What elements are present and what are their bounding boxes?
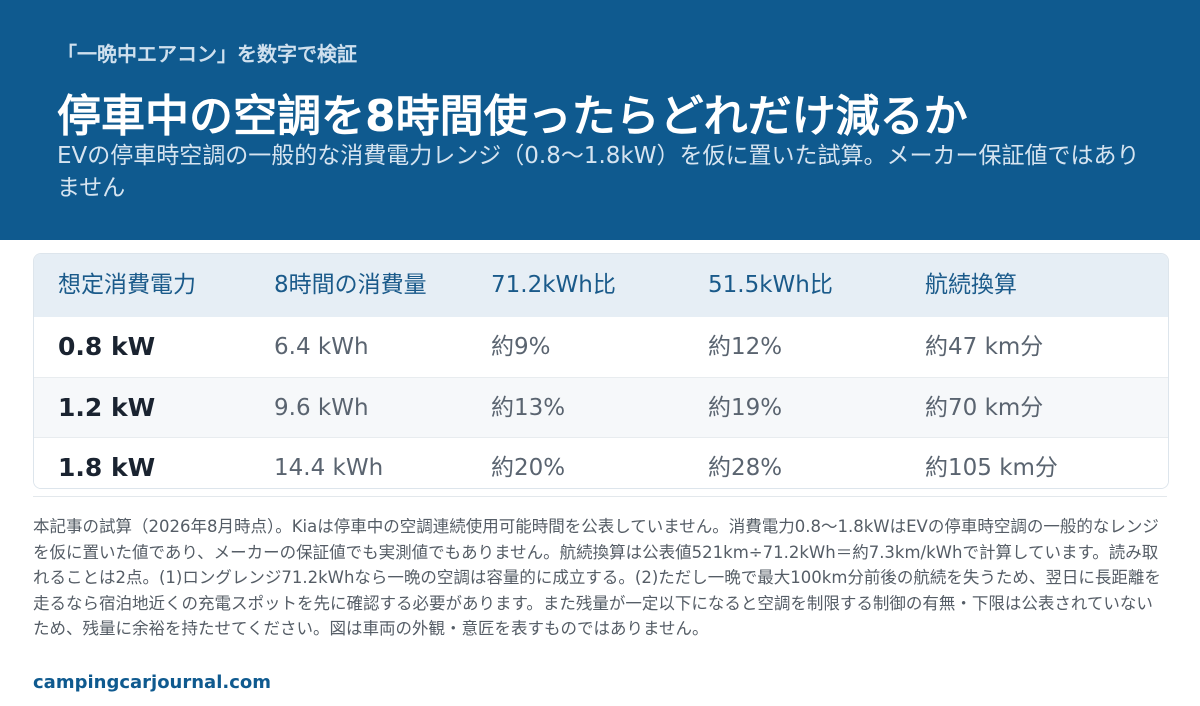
subtitle: EVの停車時空調の一般的な消費電力レンジ（0.8〜1.8kW）を仮に置いた試算。… <box>57 143 1140 201</box>
table-row: 1.8 kW 14.4 kWh 約20% 約28% 約105 km分 <box>34 437 1168 488</box>
header-row: 想定消費電力 8時間の消費量 71.2kWh比 51.5kWh比 航続換算 <box>34 254 1168 317</box>
separator <box>33 496 1167 497</box>
cell: 約12% <box>708 334 783 360</box>
cell: 約70 km分 <box>925 395 1044 421</box>
column-header: 71.2kWh比 <box>491 272 616 298</box>
title: 停車中の空調を8時間使ったらどれだけ減るか <box>57 91 968 142</box>
cell: 約9% <box>491 334 551 360</box>
source: campingcarjournal.com <box>33 672 272 693</box>
header: 「一晩中エアコン」を数字で検証 停車中の空調を8時間使ったらどれだけ減るか EV… <box>0 0 1200 240</box>
column-header: 想定消費電力 <box>58 272 196 298</box>
cell: 約47 km分 <box>925 334 1044 360</box>
row-label: 1.2 kW <box>58 393 156 422</box>
cell: 約19% <box>708 395 783 421</box>
column-header: 航続換算 <box>925 272 1017 298</box>
cell: 約28% <box>708 455 783 481</box>
table: 想定消費電力 8時間の消費量 71.2kWh比 51.5kWh比 航続換算 0.8 kW 6… <box>33 253 1169 489</box>
cell: 約105 km分 <box>925 455 1058 481</box>
row-label: 1.8 kW <box>58 453 156 482</box>
table-row: 0.8 kW 6.4 kWh 約9% 約12% 約47 km分 <box>34 317 1168 377</box>
row-label: 0.8 kW <box>58 332 156 361</box>
cell: 約13% <box>491 395 566 421</box>
kicker: 「一晩中エアコン」を数字で検証 <box>57 42 357 66</box>
cell: 6.4 kWh <box>274 334 369 360</box>
table-row: 1.2 kW 9.6 kWh 約13% 約19% 約70 km分 <box>34 377 1168 438</box>
cell: 9.6 kWh <box>274 395 369 421</box>
column-header: 8時間の消費量 <box>274 272 427 298</box>
footnote: 本記事の試算（2026年8月時点）。Kiaは停車中の空調連続使用可能時間を公表し… <box>33 517 1161 638</box>
cell: 14.4 kWh <box>274 455 384 481</box>
cell: 約20% <box>491 455 566 481</box>
column-header: 51.5kWh比 <box>708 272 833 298</box>
